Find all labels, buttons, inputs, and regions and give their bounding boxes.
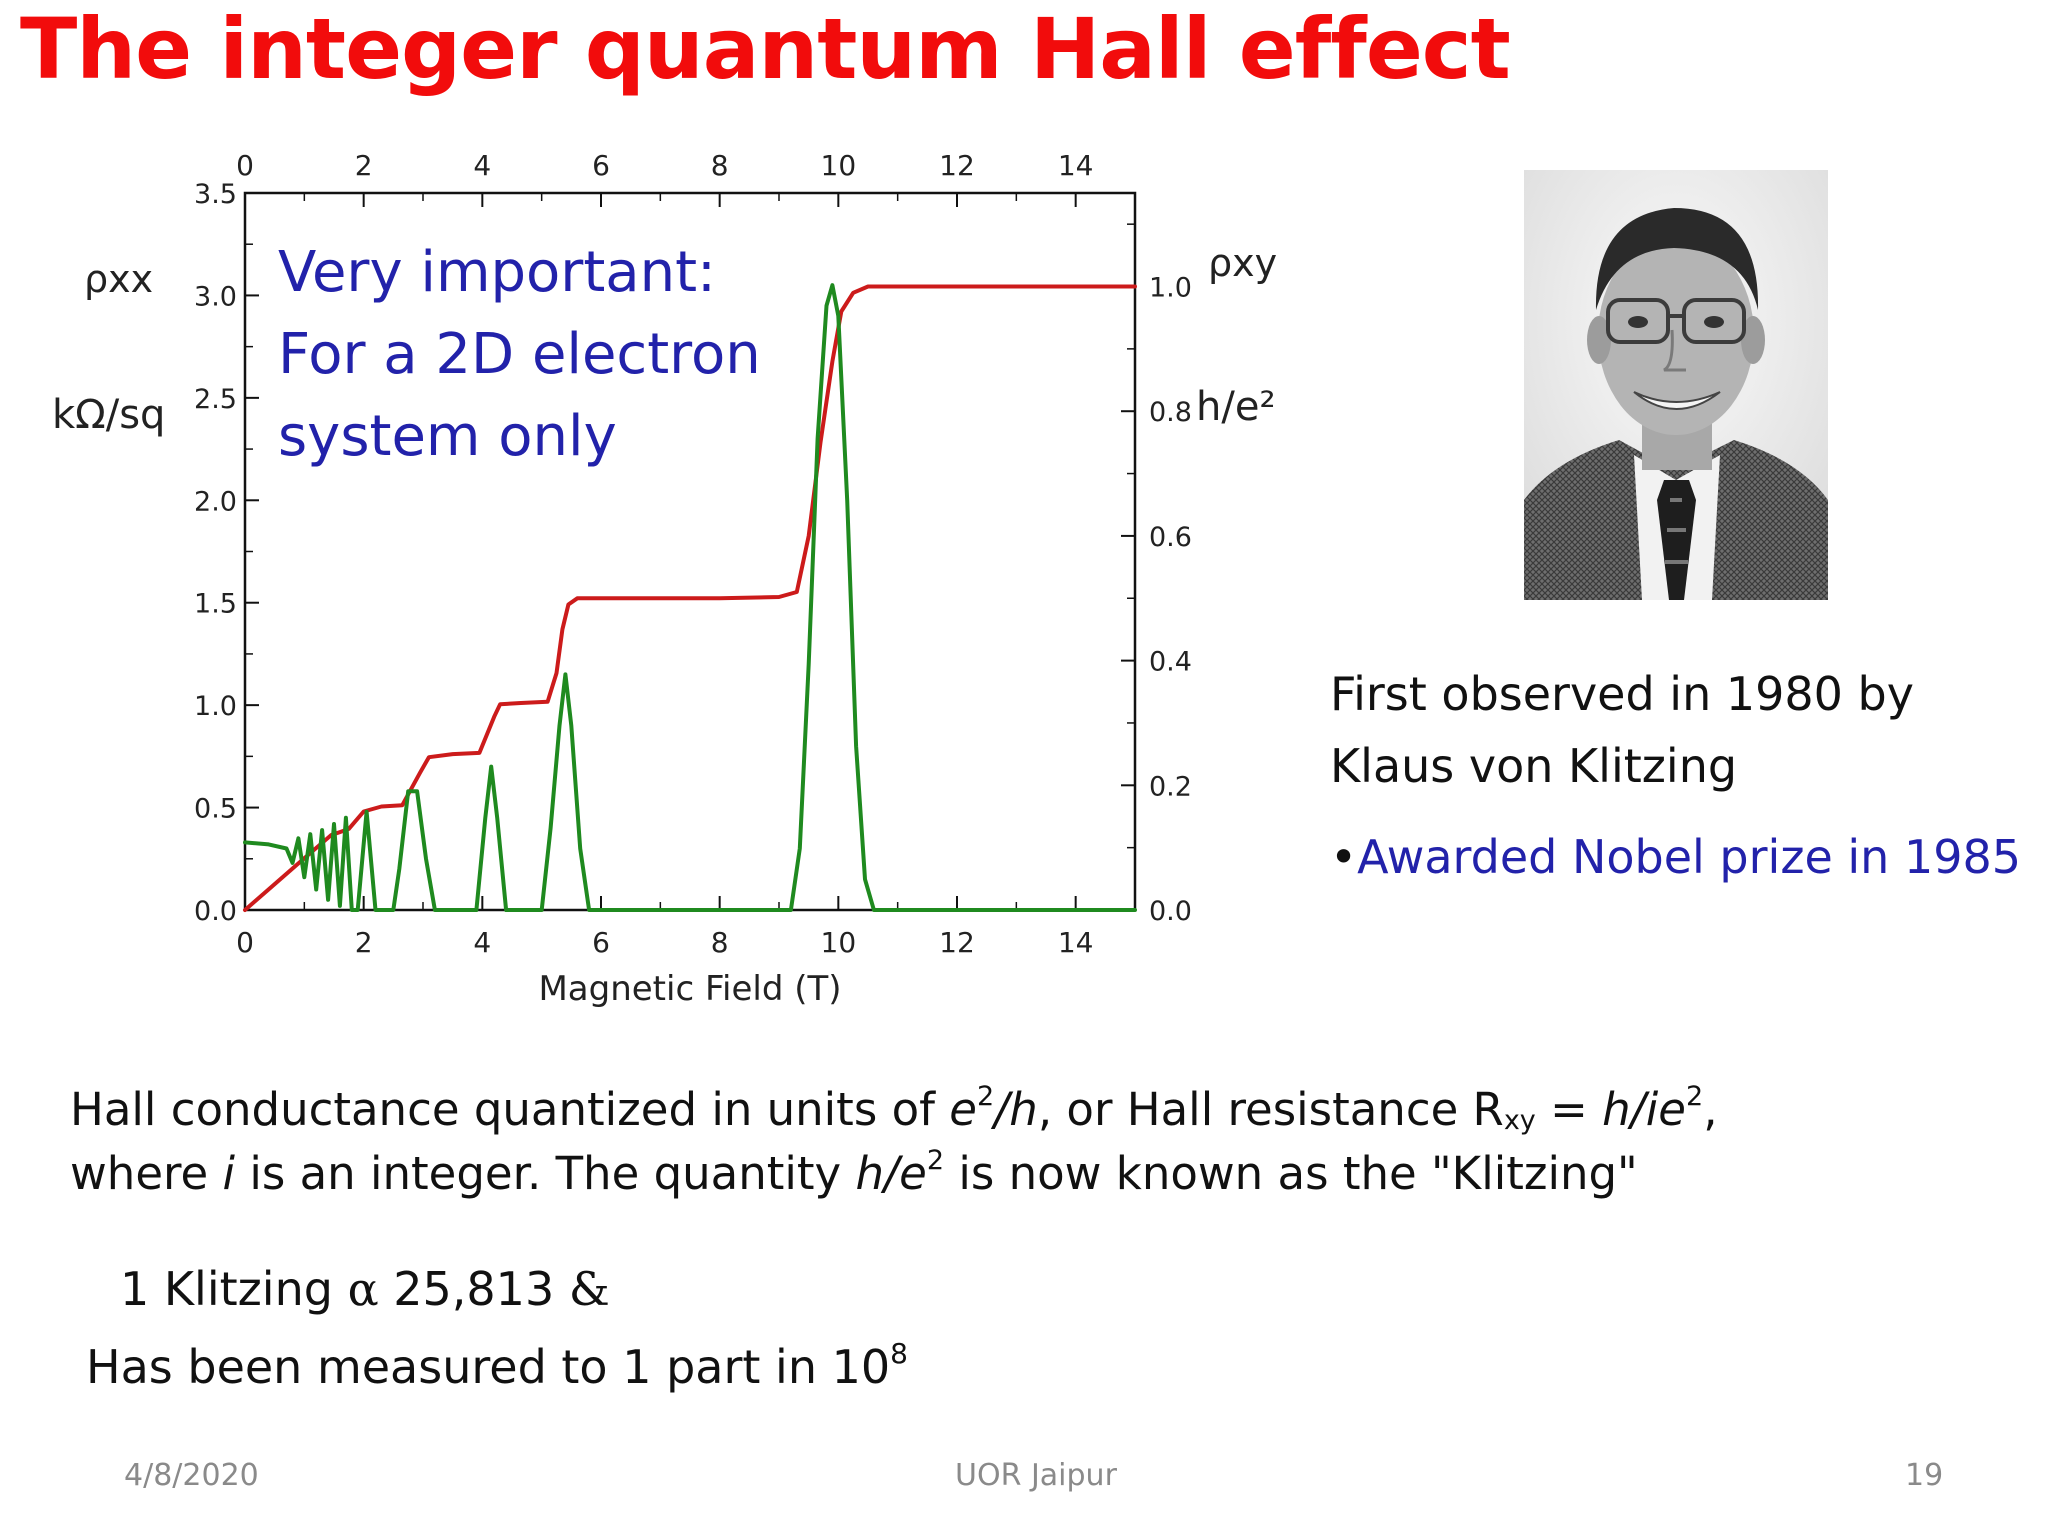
body-text-part: where [70,1147,223,1200]
nobel-bullet: •Awarded Nobel prize in 1985 [1330,830,2021,884]
subscript-xy: xy [1503,1105,1536,1136]
y-right-tick-label: 0.6 [1149,522,1192,553]
note-line-1: Very important: [278,240,716,305]
nobel-text: Awarded Nobel prize in 1985 [1357,830,2022,884]
footer-center: UOR Jaipur [955,1458,1117,1493]
exponent: 2 [926,1145,945,1176]
y-right-symbol: ρxy [1208,241,1277,285]
x-tick-label-bottom: 12 [939,926,975,959]
footer-page-number: 19 [1905,1458,1944,1493]
credit-line-2: Klaus von Klitzing [1330,739,1738,793]
math-h: /h [994,1083,1038,1136]
bullet-mark: • [1330,830,1358,884]
y-left-tick-label: 1.0 [194,691,237,722]
x-tick-label-top: 14 [1058,149,1094,182]
y-right-tick-label: 0.0 [1149,896,1192,927]
klitz-number: 25,813 [378,1262,569,1316]
exponent: 2 [976,1081,995,1112]
hall-conductance-text: Hall conductance quantized in units of e… [70,1078,1718,1206]
y-right-tick-label: 0.4 [1149,647,1192,678]
measured-text: Has been measured to 1 part in 10 [86,1340,891,1394]
x-tick-label-bottom: 14 [1058,926,1094,959]
x-tick-label-top: 12 [939,149,975,182]
portrait-photo [1524,170,1828,600]
body-text-part: , [1703,1083,1718,1136]
note-line-3: system only [278,404,617,469]
y-left-tick-label: 1.5 [194,589,237,620]
x-axis-label: Magnetic Field (T) [538,969,841,1009]
x-tick-label-top: 4 [473,149,491,182]
y-right-unit: h/e² [1196,384,1275,430]
x-tick-label-bottom: 4 [473,926,491,959]
x-tick-label-bottom: 0 [236,926,254,959]
x-tick-label-top: 0 [236,149,254,182]
body-text-part: is now known as the "Klitzing" [944,1147,1638,1200]
math-i: i [222,1147,236,1200]
body-line-1: Hall conductance quantized in units of e… [70,1078,1718,1142]
y-left-tick-label: 2.5 [194,384,237,415]
y-right-tick-label: 1.0 [1149,273,1192,304]
axis-ticks [244,192,1135,911]
alpha-symbol: α [347,1262,379,1316]
y-left-unit: kΩ/sq [52,392,165,438]
axis-labels: 0 0 2 2 4 4 6 6 8 8 10 10 12 12 14 14 0.0 0.5 1.0 1.5 2.0 2.5… [194,149,1192,959]
klitzing-value: 1 Klitzing α 25,813 & [120,1262,610,1316]
credit-line-1: First observed in 1980 by [1330,667,1914,721]
math-h-ie: h/ie [1602,1083,1686,1136]
y-left-tick-label: 0.0 [194,896,237,927]
klitz-text: 1 Klitzing [120,1262,348,1316]
body-line-2: where i is an integer. The quantity h/e2… [70,1142,1718,1206]
x-tick-label-bottom: 2 [355,926,373,959]
y-left-tick-label: 3.5 [194,179,237,210]
x-tick-label-top: 8 [711,149,729,182]
series-layer [243,283,1137,912]
important-note: Very important: For a 2D electron system… [278,232,761,478]
x-tick-label-top: 6 [592,149,610,182]
math-h-e: h/e [855,1147,927,1200]
body-text-part: = [1535,1083,1603,1136]
y-right-tick-label: 0.8 [1149,397,1192,428]
x-tick-label-bottom: 8 [711,926,729,959]
body-text-part: Hall conductance quantized in units of [70,1083,950,1136]
x-tick-label-bottom: 10 [821,926,857,959]
x-tick-label-top: 10 [821,149,857,182]
slide-title: The integer quantum Hall effect [20,0,1511,98]
credit-text: First observed in 1980 by Klaus von Klit… [1330,658,1914,802]
rho-xx-line [243,283,1137,912]
math-e: e [949,1083,977,1136]
x-tick-label-bottom: 6 [592,926,610,959]
footer-date: 4/8/2020 [124,1458,259,1493]
x-tick-label-top: 2 [355,149,373,182]
y-left-symbol: ρxx [84,257,153,301]
body-text-part: is an integer. The quantity [235,1147,856,1200]
y-left-tick-label: 3.0 [194,281,237,312]
exponent: 2 [1686,1081,1704,1112]
y-left-tick-label: 2.0 [194,486,237,517]
y-right-tick-label: 0.2 [1149,771,1192,802]
measurement-precision: Has been measured to 1 part in 108 [86,1337,908,1395]
note-line-2: For a 2D electron [278,322,761,387]
body-text-part: , or Hall resistance R [1037,1083,1504,1136]
measured-exponent: 8 [890,1337,908,1370]
ampersand-symbol: & [568,1262,610,1316]
y-left-tick-label: 0.5 [194,794,237,825]
